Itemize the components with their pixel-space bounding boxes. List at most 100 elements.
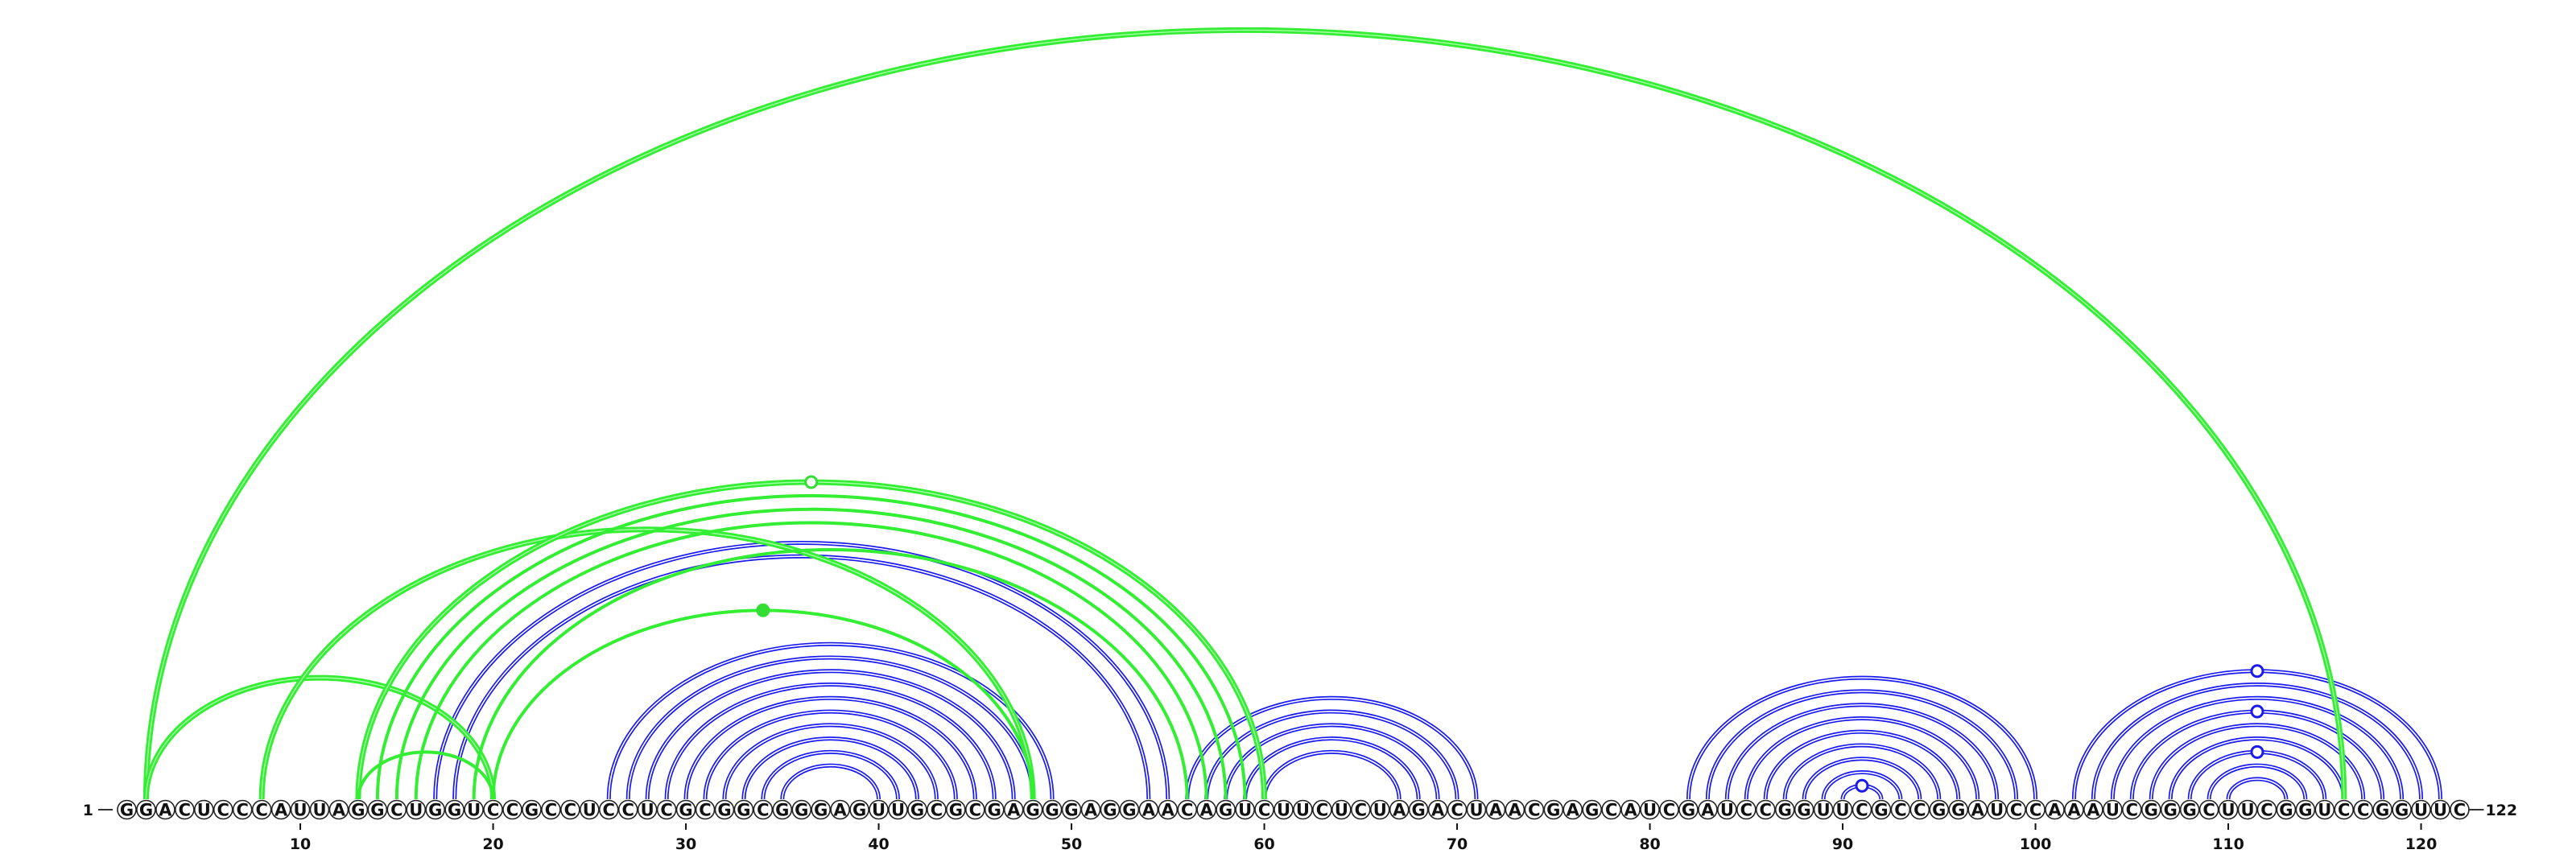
nucleotide-letter: G [2145, 801, 2158, 820]
nucleotide-97: A [1967, 799, 1988, 820]
nucleotide-83: A [1698, 799, 1718, 820]
nucleotide-46: G [984, 799, 1005, 820]
nucleotide-letter: C [2202, 801, 2215, 820]
axis-tick-40: 40 [868, 823, 890, 853]
nucleotide-letter: C [2357, 801, 2369, 820]
nucleotide-letter: C [757, 801, 769, 820]
nucleotide-letter: A [1971, 801, 1985, 820]
nucleotide-letter: G [679, 801, 692, 820]
nucleotide-3: A [155, 799, 175, 820]
nucleotide-letter: A [1084, 801, 1098, 820]
blue-arc-87-95 [1782, 743, 1942, 800]
nucleotide-letter: U [197, 801, 211, 820]
nucleotide-17: G [425, 799, 446, 820]
green-arc-13-60 [355, 479, 1268, 800]
nucleotide-letter: C [1663, 801, 1675, 820]
nucleotide-letter: C [1181, 801, 1193, 820]
blue-arc-30-45 [683, 695, 977, 800]
nucleotide-letter: A [2048, 801, 2062, 820]
nucleotide-47: A [1003, 799, 1024, 820]
nucleotide-letter: C [236, 801, 248, 820]
nucleotide-letter: C [1258, 801, 1270, 820]
nucleotide-99: C [2006, 799, 2026, 820]
nucleotide-letter: G [2279, 801, 2293, 820]
nucleotide-27: C [617, 799, 638, 820]
axis-tick-label: 50 [1061, 835, 1082, 853]
green-arc-15-58 [394, 507, 1228, 800]
nucleotide-59: U [1235, 799, 1255, 820]
nucleotide-67: A [1389, 799, 1410, 820]
nucleotide-letter: A [1489, 801, 1503, 820]
nucleotide-101: A [2045, 799, 2065, 820]
nucleotide-letter: U [583, 801, 597, 820]
nucleotide-29: C [656, 799, 677, 820]
arc-marker-3 [1855, 778, 1869, 793]
nucleotide-36: G [791, 799, 812, 820]
nucleotide-109: C [2198, 799, 2219, 820]
nucleotide-18: G [444, 799, 464, 820]
nucleotide-letter: C [2260, 801, 2273, 820]
nucleotide-118: G [2372, 799, 2392, 820]
nucleotide-letter: C [660, 801, 672, 820]
axis-tick-70: 70 [1447, 823, 1468, 853]
blue-arc-56-71 [1185, 695, 1479, 800]
nucleotide-81: C [1659, 799, 1679, 820]
nucleotide-letter: U [1836, 801, 1850, 820]
sequence-end-label: 122 [2485, 802, 2517, 819]
nucleotide-88: G [1794, 799, 1814, 820]
nucleotide-letter: U [1335, 801, 1348, 820]
nucleotide-64: U [1331, 799, 1352, 820]
nucleotide-106: G [2140, 799, 2161, 820]
axis-tick-label: 90 [1832, 835, 1853, 853]
nucleotide-72: A [1485, 799, 1506, 820]
nucleotide-4: C [175, 799, 195, 820]
nucleotide-letter: G [1585, 801, 1599, 820]
nucleotide-letter: U [2222, 801, 2235, 820]
axis-tick-10: 10 [290, 823, 311, 853]
nucleotide-62: U [1293, 799, 1313, 820]
nucleotide-45: C [965, 799, 985, 820]
axis-tick-120: 120 [2405, 823, 2437, 853]
nucleotide-7: C [232, 799, 253, 820]
nucleotide-letter: A [159, 801, 172, 820]
nucleotide-48: G [1022, 799, 1043, 820]
nucleotide-letter: C [179, 801, 191, 820]
nucleotide-letter: C [217, 801, 229, 820]
axis-tick-label: 80 [1639, 835, 1660, 853]
axis-tick-label: 10 [290, 835, 311, 853]
blue-arc-33-42 [741, 736, 919, 800]
nucleotide-letter: G [737, 801, 750, 820]
axis-tick-label: 40 [868, 835, 889, 853]
nucleotide-letter: C [603, 801, 615, 820]
green-arc-14-59 [375, 493, 1247, 800]
nucleotide-100: C [2025, 799, 2046, 820]
nucleotide-letter: C [390, 801, 402, 820]
axis-tick-label: 30 [675, 835, 696, 853]
blue-arc-83-99 [1705, 689, 2019, 800]
nucleotide-letter: U [1277, 801, 1290, 820]
nucleotide-letter: A [1393, 801, 1406, 820]
nucleotide-10: U [290, 799, 311, 820]
nucleotide-24: C [560, 799, 580, 820]
nucleotide-11: U [309, 799, 330, 820]
nucleotide-110: U [2218, 799, 2239, 820]
nucleotide-letter: G [428, 801, 442, 820]
nucleotide-letter: A [2087, 801, 2100, 820]
nucleotide-23: C [541, 799, 561, 820]
axis-tick-100: 100 [2020, 823, 2051, 853]
nucleotide-87: G [1774, 799, 1795, 820]
nucleotide-95: G [1929, 799, 1950, 820]
nucleotide-19: U [464, 799, 484, 820]
nucleotide-51: A [1080, 799, 1101, 820]
blue-arc-82-100 [1686, 675, 2038, 800]
position-axis: 10 20 30 40 50 60 70 80 90 100 110 120 [290, 823, 2437, 853]
nucleotide-107: G [2160, 799, 2181, 820]
axis-tick-30: 30 [675, 823, 696, 853]
nucleotide-letter: G [448, 801, 461, 820]
nucleotide-letter: G [1103, 801, 1117, 820]
nucleotide-98: U [1987, 799, 2007, 820]
nucleotide-letter: U [312, 801, 326, 820]
axis-tick-110: 110 [2212, 823, 2244, 853]
nucleotide-65: C [1351, 799, 1371, 820]
